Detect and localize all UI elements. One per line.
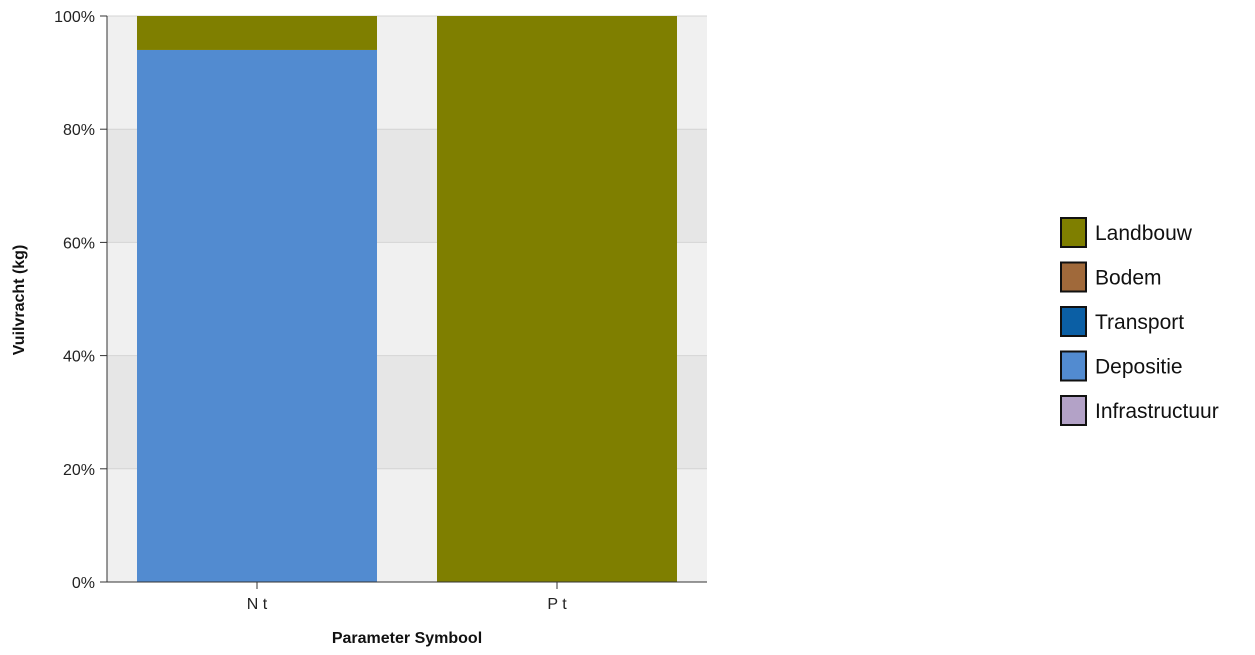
legend-label: Infrastructuur — [1095, 400, 1219, 423]
y-tick-label: 0% — [72, 575, 95, 592]
x-tick-label: N t — [247, 596, 268, 613]
axes-group: 0% 20% 40% 60% 80% 100% N t P t — [54, 9, 707, 613]
legend-item-bodem: Bodem — [1060, 261, 1162, 293]
legend-label: Transport — [1095, 311, 1184, 334]
bar-depositie-1 — [137, 49, 377, 582]
bars-group — [137, 16, 677, 582]
bar-landbouw-2 — [437, 16, 677, 582]
y-tick-label: 20% — [63, 462, 95, 479]
legend-swatch — [1060, 395, 1087, 426]
legend-swatch — [1060, 261, 1087, 293]
x-tick-label: P t — [547, 596, 567, 613]
y-tick-label: 40% — [63, 349, 95, 366]
y-axis-title: Vuilvracht (kg) — [11, 245, 28, 356]
legend-label: Bodem — [1095, 267, 1162, 290]
legend: Landbouw Bodem Transport Depositie Infrastru… — [1060, 217, 1219, 426]
y-tick-label: 60% — [63, 235, 95, 252]
bar-landbouw-1 — [137, 16, 377, 50]
legend-swatch — [1060, 217, 1087, 248]
legend-item-transport: Transport — [1060, 306, 1184, 337]
x-axis-title: Parameter Symbool — [332, 630, 482, 647]
legend-label: Landbouw — [1095, 222, 1193, 245]
legend-item-landbouw: Landbouw — [1060, 217, 1193, 248]
legend-swatch — [1060, 350, 1087, 382]
y-tick-label: 100% — [54, 9, 95, 26]
y-tick-label: 80% — [63, 122, 95, 139]
legend-item-depositie: Depositie — [1060, 350, 1183, 382]
legend-swatch — [1060, 306, 1087, 337]
legend-item-infrastructuur: Infrastructuur — [1060, 395, 1219, 426]
legend-label: Depositie — [1095, 356, 1183, 379]
